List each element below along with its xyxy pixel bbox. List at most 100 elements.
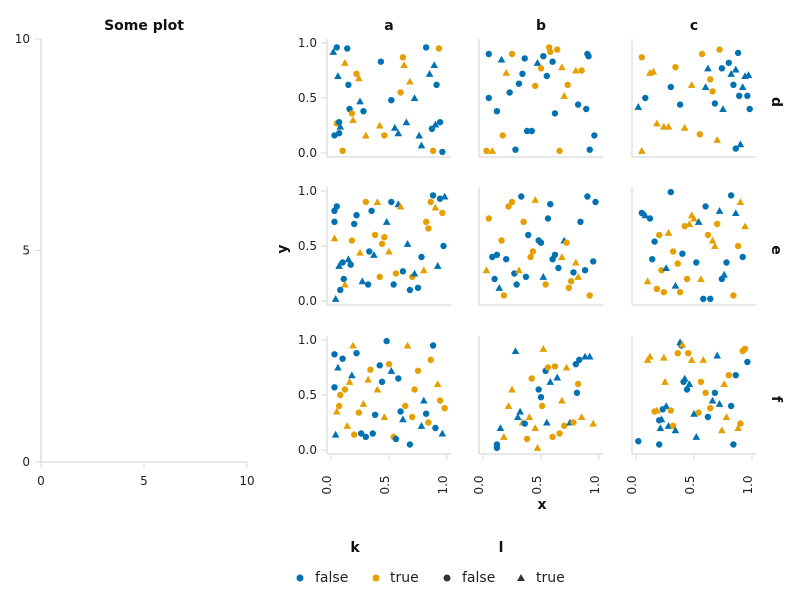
scatter-point-d-b-27 <box>560 92 568 99</box>
scatter-point-f-a-44 <box>425 419 432 426</box>
scatter-point-f-a-13 <box>351 431 358 438</box>
scatter-point-f-a-21 <box>369 430 376 437</box>
scatter-point-e-b-42 <box>590 258 597 265</box>
scatter-point-f-b-6 <box>511 347 520 355</box>
scatter-point-e-a-24 <box>376 273 383 280</box>
scatter-point-d-b-21 <box>547 48 554 55</box>
scatter-point-f-a-20 <box>367 366 374 373</box>
scatter-point-f-b-26 <box>556 430 563 437</box>
scatter-point-e-b-4 <box>493 251 501 258</box>
scatter-point-e-a-40 <box>418 253 425 261</box>
legend-item-0: false <box>296 570 348 586</box>
scatter-point-f-a-9 <box>343 422 352 429</box>
scatter-point-e-c-18 <box>681 223 688 230</box>
left-plot-x-tick-label-2: 10 <box>239 474 254 488</box>
scatter-point-e-c-42 <box>739 253 746 261</box>
scatter-point-f-b-29 <box>562 363 571 371</box>
scatter-point-e-b-10 <box>508 198 516 206</box>
scatter-point-e-a-10 <box>344 255 353 263</box>
scatter-point-f-a-5 <box>337 391 344 399</box>
scatter-point-e-c-29 <box>707 295 714 302</box>
scatter-point-f-b-12 <box>525 413 534 421</box>
scatter-point-f-b-3 <box>500 433 508 440</box>
scatter-point-e-a-34 <box>399 268 407 275</box>
scatter-point-d-c-11 <box>676 101 684 108</box>
scatter-point-e-a-42 <box>422 218 430 225</box>
scatter-point-d-c-25 <box>725 59 732 66</box>
scatter-point-e-c-36 <box>723 259 730 266</box>
scatter-point-f-c-29 <box>695 409 702 416</box>
scatter-point-f-a-15 <box>355 409 363 416</box>
scatter-point-d-b-5 <box>499 132 506 139</box>
scatter-point-e-a-31 <box>392 270 400 277</box>
left-plot: Some plot 0 5 10 0 5 10 <box>15 18 255 488</box>
scatter-point-f-c-33 <box>704 413 712 421</box>
scatter-point-e-b-0 <box>482 266 491 274</box>
scatter-point-e-a-7 <box>341 280 349 288</box>
scatter-point-d-a-17 <box>360 108 367 115</box>
scatter-point-d-b-13 <box>523 127 531 135</box>
facet-y-tick-label-d-0: 0.0 <box>298 146 317 160</box>
scatter-point-e-b-12 <box>513 281 520 288</box>
scatter-point-f-a-17 <box>359 400 368 407</box>
scatter-point-d-a-34 <box>422 44 430 51</box>
scatter-point-f-b-13 <box>528 375 535 382</box>
scatter-point-f-c-5 <box>656 441 663 448</box>
scatter-point-e-b-5 <box>495 284 504 291</box>
scatter-point-f-b-35 <box>576 356 583 363</box>
scatter-point-f-a-18 <box>362 433 369 440</box>
scatter-point-d-c-18 <box>707 76 714 83</box>
facet-row-title-0: d <box>768 97 784 107</box>
scatter-point-d-b-33 <box>585 53 592 60</box>
scatter-point-d-b-35 <box>586 146 593 153</box>
legend-label-0: false <box>315 570 348 586</box>
scatter-point-d-b-7 <box>506 89 513 96</box>
scatter-point-d-c-4 <box>649 67 658 75</box>
facet-y-tick-label-d-1: 0.5 <box>298 91 317 105</box>
scatter-point-d-c-24 <box>719 105 727 113</box>
scatter-point-e-c-27 <box>702 203 709 210</box>
scatter-point-d-b-18 <box>540 53 547 60</box>
scatter-point-d-c-13 <box>687 81 696 88</box>
scatter-point-e-c-0 <box>638 209 645 217</box>
scatter-point-e-b-19 <box>529 248 537 255</box>
scatter-point-e-b-28 <box>551 251 559 258</box>
legend-marker-3 <box>517 574 525 581</box>
scatter-point-d-a-5 <box>336 122 345 130</box>
scatter-point-d-a-33 <box>417 141 426 149</box>
left-plot-x-tick-label-1: 5 <box>140 474 148 488</box>
scatter-point-d-c-31 <box>736 92 743 100</box>
scatter-point-d-a-25 <box>394 129 403 137</box>
scatter-point-d-a-37 <box>430 61 439 69</box>
scatter-point-f-a-31 <box>392 435 400 443</box>
scatter-point-d-a-8 <box>344 45 351 52</box>
scatter-point-d-b-4 <box>497 55 506 63</box>
scatter-point-e-a-5 <box>339 259 346 266</box>
scatter-point-f-a-7 <box>339 355 346 362</box>
scatter-point-e-b-32 <box>563 239 570 246</box>
scatter-point-d-c-2 <box>642 94 649 102</box>
facet-x-tick-label-c-0: 0.0 <box>625 475 639 494</box>
scatter-point-d-a-18 <box>362 131 370 139</box>
facet-y-tick-label-e-2: 1.0 <box>298 184 317 198</box>
facet-panel-d-a: 0.0 0.5 1.0 <box>298 36 451 160</box>
scatter-point-e-b-14 <box>518 193 525 200</box>
scatter-point-f-b-25 <box>553 373 562 381</box>
scatter-point-e-a-26 <box>381 234 388 241</box>
scatter-point-e-c-1 <box>641 211 650 219</box>
scatter-point-f-c-38 <box>715 400 724 407</box>
scatter-point-f-b-23 <box>549 433 556 440</box>
scatter-point-f-a-39 <box>411 386 418 393</box>
scatter-point-f-c-42 <box>725 372 732 379</box>
facet-x-tick-label-a-0: 0.0 <box>320 475 334 494</box>
facet-y-tick-label-f-0: 0.0 <box>298 443 317 457</box>
scatter-point-f-c-23 <box>683 386 691 393</box>
scatter-point-e-a-4 <box>335 262 343 269</box>
scatter-point-f-a-38 <box>409 413 416 421</box>
scatter-point-f-b-1 <box>493 441 501 448</box>
scatter-point-e-c-32 <box>714 220 721 228</box>
scatter-point-f-c-41 <box>722 413 731 421</box>
scatter-point-e-b-33 <box>565 284 573 291</box>
scatter-point-d-b-37 <box>483 147 490 154</box>
